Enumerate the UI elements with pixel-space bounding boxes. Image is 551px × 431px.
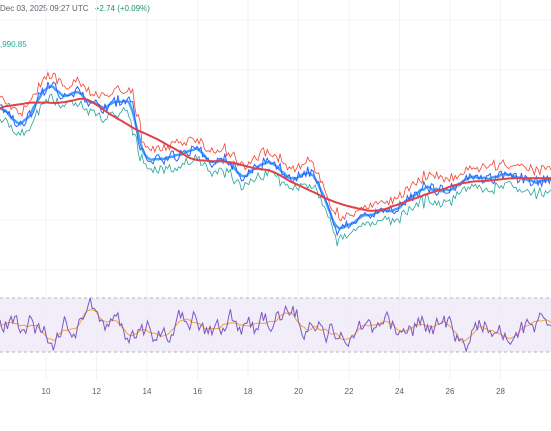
oscillator-panel	[0, 297, 551, 354]
x-tick-label: 24	[395, 387, 404, 396]
x-tick-label: 14	[143, 387, 152, 396]
x-tick-label: 28	[496, 387, 505, 396]
x-tick-label: 16	[193, 387, 202, 396]
price-panel	[0, 71, 551, 247]
x-tick-label: 10	[42, 387, 51, 396]
x-tick-label: 22	[345, 387, 354, 396]
price-line	[0, 81, 551, 237]
timestamp-label: Dec 03, 2025 09:27 UTC	[0, 4, 89, 13]
lower-band-line	[0, 93, 551, 247]
price-label: ,990.85	[0, 40, 27, 49]
x-tick-label: 12	[92, 387, 101, 396]
x-axis: 10 12 14 16 18 20 22 24 26 28	[42, 387, 506, 396]
x-tick-label: 20	[294, 387, 303, 396]
x-tick-label: 26	[446, 387, 455, 396]
oscillator-signal-line	[0, 309, 551, 343]
upper-band-line	[0, 71, 551, 222]
slow-ma-line	[0, 97, 551, 212]
oscillator-line	[0, 297, 551, 354]
change-label: +2.74 (+0.09%)	[94, 4, 150, 13]
chart-header: Dec 03, 2025 09:27 UTC +2.74 (+0.09%)	[0, 4, 150, 14]
x-tick-label: 18	[244, 387, 253, 396]
